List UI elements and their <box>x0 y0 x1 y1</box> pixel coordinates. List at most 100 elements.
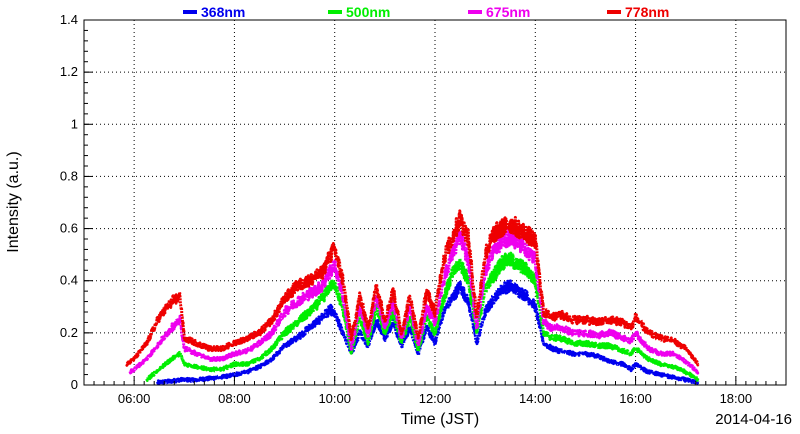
series-trace <box>682 376 697 385</box>
series-trace <box>227 361 242 369</box>
series-trace <box>483 290 499 317</box>
series-trace <box>441 228 456 270</box>
y-tick-label: 1 <box>71 116 78 131</box>
series-trace <box>686 350 700 367</box>
x-tick-label: 10:00 <box>318 391 351 406</box>
series-trace <box>379 309 394 336</box>
y-tick-label: 1.4 <box>60 12 78 27</box>
series-trace <box>578 339 593 348</box>
series-trace <box>254 320 269 338</box>
series-trace <box>643 340 658 355</box>
series-trace <box>491 232 506 255</box>
series-trace <box>354 329 370 349</box>
series-trace <box>561 325 576 337</box>
data-series <box>125 209 700 385</box>
series-trace <box>359 296 374 330</box>
y-tick-label: 0.6 <box>60 221 78 236</box>
series-trace <box>624 362 639 373</box>
series-trace <box>549 323 565 333</box>
series-trace <box>647 369 662 378</box>
series-trace <box>522 224 538 251</box>
x-tick-label: 08:00 <box>218 391 251 406</box>
series-trace <box>320 278 336 303</box>
series-trace <box>436 297 452 334</box>
series-trace <box>179 376 195 383</box>
y-tick-label: 0.2 <box>60 325 78 340</box>
series-trace <box>484 264 500 293</box>
series-trace <box>187 347 202 357</box>
series-trace <box>531 273 546 337</box>
x-tick-label: 12:00 <box>419 391 452 406</box>
series-trace <box>261 353 276 367</box>
series-trace <box>429 265 444 318</box>
x-tick-label: 14:00 <box>519 391 552 406</box>
series-trace <box>554 333 570 345</box>
series-trace <box>226 371 241 379</box>
series-trace <box>315 268 331 295</box>
series-trace <box>218 341 234 353</box>
series-trace <box>288 277 304 299</box>
y-tick-label: 1.2 <box>60 64 78 79</box>
series-trace <box>192 363 207 372</box>
series-trace <box>304 284 319 302</box>
series-trace <box>140 348 155 366</box>
series-trace <box>207 344 222 353</box>
series-trace <box>242 330 257 344</box>
x-tick-label: 06:00 <box>118 391 151 406</box>
series-trace <box>382 287 398 325</box>
series-trace <box>616 317 632 330</box>
series-trace <box>542 341 557 353</box>
series-trace <box>608 329 623 341</box>
series-trace <box>588 351 604 361</box>
series-trace <box>319 303 335 321</box>
series-trace <box>659 372 674 380</box>
series-trace <box>530 298 546 344</box>
series-368nm <box>156 279 700 385</box>
series-trace <box>534 242 550 319</box>
series-trace <box>690 364 700 375</box>
series-trace <box>417 288 433 335</box>
series-trace <box>245 340 261 353</box>
legend-label: 778nm <box>625 4 669 20</box>
series-trace <box>238 359 254 367</box>
series-trace <box>370 282 386 320</box>
series-trace <box>487 220 503 249</box>
series-trace <box>284 333 300 348</box>
series-trace <box>589 341 605 350</box>
y-tick-label: 0 <box>71 377 78 392</box>
series-trace <box>257 331 272 347</box>
series-trace <box>128 361 144 375</box>
series-trace <box>312 261 327 282</box>
series-trace <box>694 379 700 385</box>
series-trace <box>171 290 187 342</box>
series-trace <box>277 288 292 314</box>
series-trace <box>366 317 382 347</box>
series-trace <box>237 367 253 376</box>
series-trace <box>280 299 296 320</box>
series-675nm <box>128 227 700 375</box>
series-trace <box>655 349 670 357</box>
series-trace <box>332 282 348 324</box>
series-trace <box>327 258 343 291</box>
y-tick-label: 0.4 <box>60 273 78 288</box>
series-trace <box>183 335 199 347</box>
series-trace <box>596 328 612 340</box>
series-trace <box>678 355 694 368</box>
date-label: 2014-04-16 <box>715 411 792 428</box>
series-trace <box>456 228 471 273</box>
series-trace <box>569 314 585 326</box>
series-trace <box>502 227 518 250</box>
series-trace <box>203 365 219 373</box>
series-trace <box>499 216 515 239</box>
series-trace <box>180 357 195 369</box>
series-trace <box>437 272 453 320</box>
series-trace <box>175 314 190 353</box>
series-trace <box>581 314 597 326</box>
y-axis-title: Intensity (a.u.) <box>5 151 22 252</box>
series-trace <box>612 359 627 368</box>
series-trace <box>421 303 436 330</box>
series-trace <box>628 312 643 331</box>
series-trace <box>292 291 307 309</box>
series-trace <box>296 323 312 341</box>
